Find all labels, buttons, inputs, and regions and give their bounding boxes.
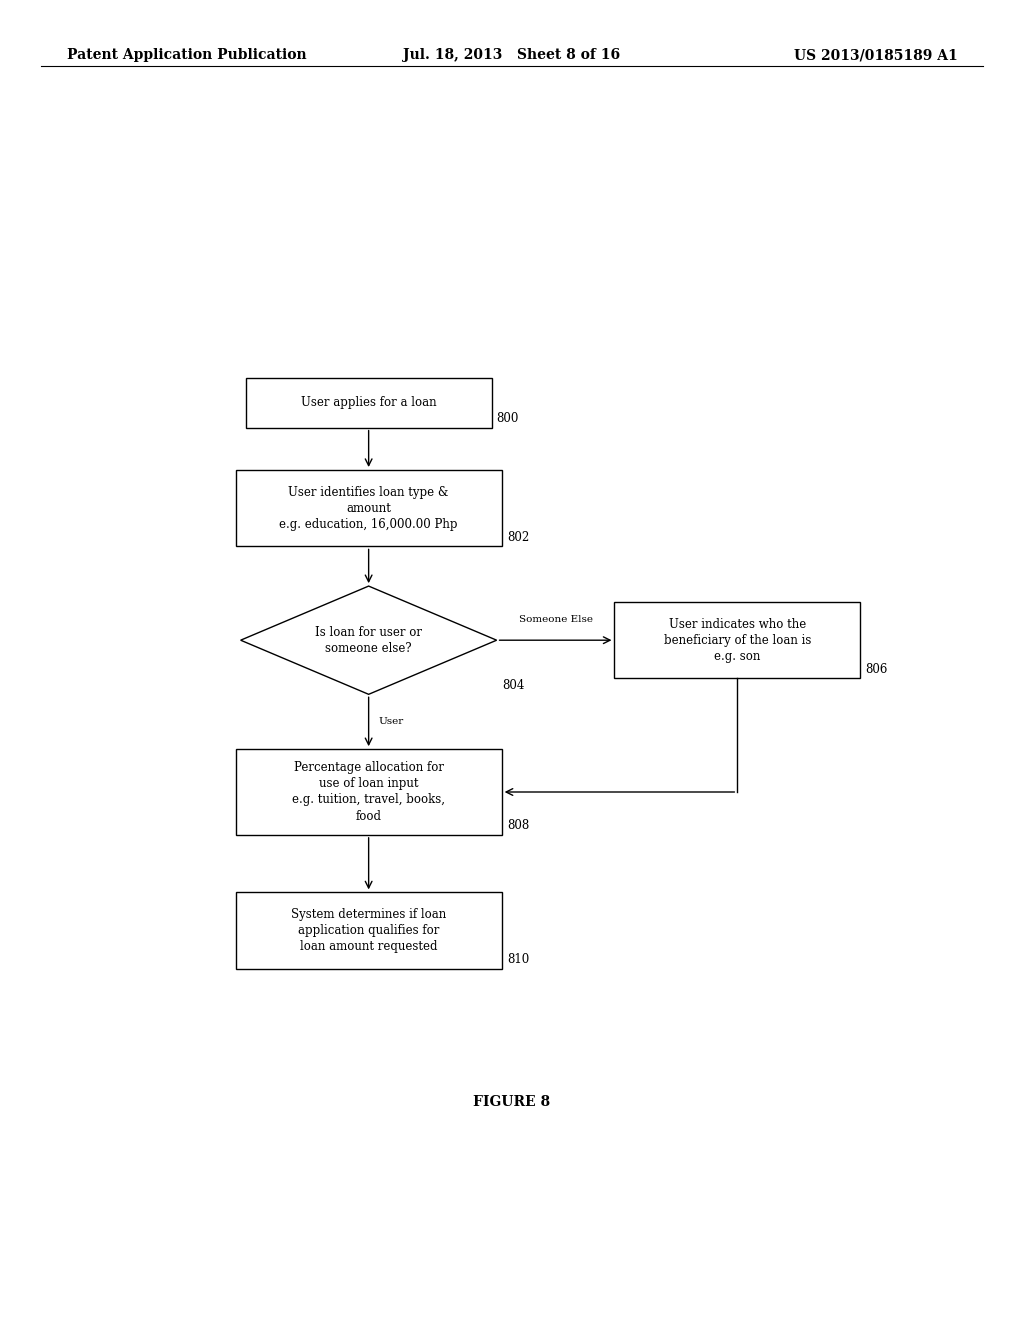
Text: 804: 804: [502, 678, 524, 692]
FancyBboxPatch shape: [236, 892, 502, 969]
FancyBboxPatch shape: [236, 470, 502, 546]
Text: Someone Else: Someone Else: [518, 615, 593, 624]
Text: User applies for a loan: User applies for a loan: [301, 396, 436, 409]
FancyBboxPatch shape: [236, 748, 502, 834]
Text: 806: 806: [865, 663, 888, 676]
Text: User indicates who the
beneficiary of the loan is
e.g. son: User indicates who the beneficiary of th…: [664, 618, 811, 663]
FancyBboxPatch shape: [614, 602, 860, 678]
Text: Is loan for user or
someone else?: Is loan for user or someone else?: [315, 626, 422, 655]
Text: Patent Application Publication: Patent Application Publication: [67, 49, 306, 62]
Text: System determines if loan
application qualifies for
loan amount requested: System determines if loan application qu…: [291, 908, 446, 953]
Text: Jul. 18, 2013   Sheet 8 of 16: Jul. 18, 2013 Sheet 8 of 16: [403, 49, 621, 62]
Text: 808: 808: [507, 820, 529, 832]
Text: Percentage allocation for
use of loan input
e.g. tuition, travel, books,
food: Percentage allocation for use of loan in…: [292, 762, 445, 822]
FancyBboxPatch shape: [246, 378, 492, 428]
Text: FIGURE 8: FIGURE 8: [473, 1096, 551, 1109]
Text: 802: 802: [507, 531, 529, 544]
Text: US 2013/0185189 A1: US 2013/0185189 A1: [794, 49, 957, 62]
Text: User identifies loan type &
amount
e.g. education, 16,000.00 Php: User identifies loan type & amount e.g. …: [280, 486, 458, 531]
Text: 800: 800: [497, 412, 519, 425]
Polygon shape: [241, 586, 497, 694]
Text: 810: 810: [507, 953, 529, 966]
Text: User: User: [379, 717, 404, 726]
